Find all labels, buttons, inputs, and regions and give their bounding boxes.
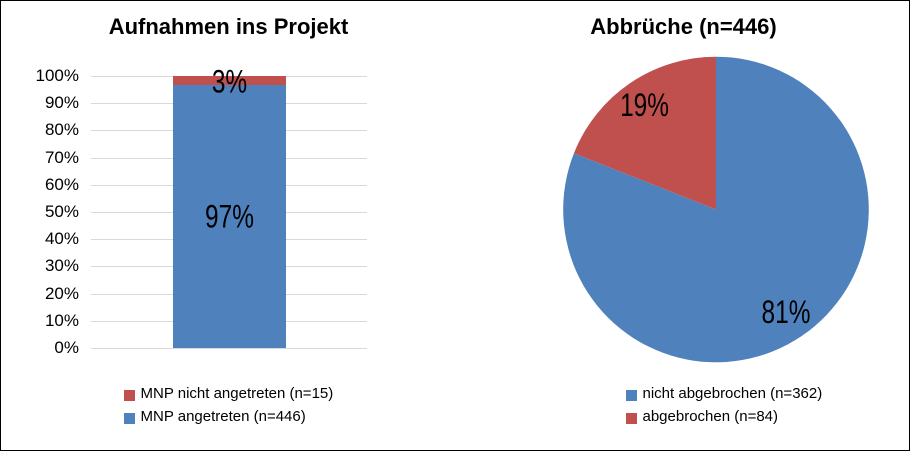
svg-text:19%: 19% — [620, 88, 669, 124]
svg-text:81%: 81% — [762, 295, 811, 331]
